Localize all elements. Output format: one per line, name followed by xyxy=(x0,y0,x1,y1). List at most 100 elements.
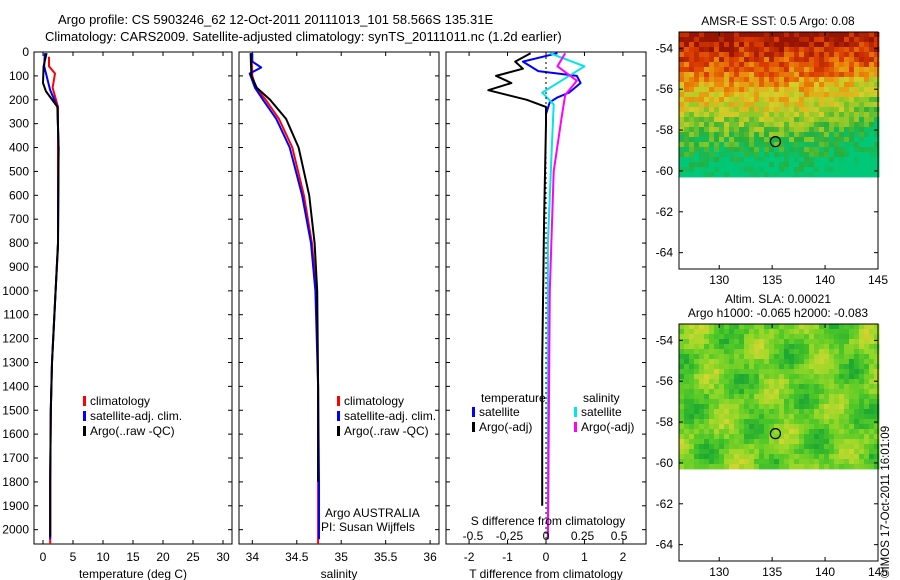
heatmap-cell xyxy=(754,344,760,350)
heatmap-cell xyxy=(829,82,835,88)
heatmap-cell xyxy=(859,339,865,345)
heatmap-cell xyxy=(774,459,780,465)
heatmap-cell xyxy=(874,414,880,420)
heatmap-cell xyxy=(709,132,715,138)
heatmap-cell xyxy=(804,157,810,163)
heatmap-cell xyxy=(839,419,845,425)
heatmap-cell xyxy=(814,62,820,68)
heatmap-cell xyxy=(754,444,760,450)
heatmap-cell xyxy=(724,464,730,470)
heatmap-cell xyxy=(754,62,760,68)
heatmap-cell xyxy=(729,364,735,370)
heatmap-cell xyxy=(874,102,880,108)
heatmap-cell xyxy=(834,334,840,340)
heatmap-cell xyxy=(684,82,690,88)
heatmap-cell xyxy=(759,37,765,43)
heatmap-cell xyxy=(679,359,685,365)
heatmap-cell xyxy=(689,137,695,143)
heatmap-cell xyxy=(769,429,775,435)
heatmap-cell xyxy=(714,32,720,38)
heatmap-cell xyxy=(719,107,725,113)
heatmap-cell xyxy=(759,172,765,178)
heatmap-cell xyxy=(844,329,850,335)
heatmap-cell xyxy=(834,162,840,168)
heatmap-cell xyxy=(789,147,795,153)
heatmap-cell xyxy=(689,127,695,133)
heatmap-cell xyxy=(864,414,870,420)
heatmap-cell xyxy=(774,329,780,335)
heatmap-cell xyxy=(709,127,715,133)
heatmap-cell xyxy=(874,112,880,118)
heatmap-cell xyxy=(779,172,785,178)
heatmap-cell xyxy=(779,157,785,163)
heatmap-cell xyxy=(864,399,870,405)
salinity-diff-tick-label: 0.25 xyxy=(571,529,595,543)
heatmap-cell xyxy=(829,117,835,123)
heatmap-cell xyxy=(709,112,715,118)
heatmap-cell xyxy=(734,454,740,460)
heatmap-cell xyxy=(804,364,810,370)
heatmap-cell xyxy=(724,334,730,340)
heatmap-cell xyxy=(724,384,730,390)
heatmap-cell xyxy=(824,97,830,103)
heatmap-cell xyxy=(834,62,840,68)
heatmap-cell xyxy=(804,72,810,78)
heatmap-cell xyxy=(714,364,720,370)
heatmap-cell xyxy=(714,324,720,330)
heatmap-cell xyxy=(744,374,750,380)
heatmap-cell xyxy=(769,354,775,360)
heatmap-cell xyxy=(694,414,700,420)
heatmap-cell xyxy=(789,102,795,108)
heatmap-cell xyxy=(719,354,725,360)
heatmap-cell xyxy=(819,464,825,470)
heatmap-cell xyxy=(774,62,780,68)
heatmap-cell xyxy=(779,82,785,88)
latitude-tick-label: -54 xyxy=(656,333,674,347)
heatmap-cell xyxy=(684,97,690,103)
heatmap-cell xyxy=(774,424,780,430)
heatmap-cell xyxy=(779,414,785,420)
heatmap-cell xyxy=(769,72,775,78)
heatmap-cell xyxy=(844,374,850,380)
heatmap-cell xyxy=(699,364,705,370)
heatmap-cell xyxy=(864,87,870,93)
heatmap-cell xyxy=(799,414,805,420)
heatmap-cell xyxy=(859,389,865,395)
heatmap-cell xyxy=(789,364,795,370)
heatmap-cell xyxy=(859,167,865,173)
heatmap-cell xyxy=(804,167,810,173)
legend-label: climatology xyxy=(90,394,150,408)
x-tick-label: 10 xyxy=(96,550,110,564)
heatmap-cell xyxy=(869,354,875,360)
heatmap-cell xyxy=(704,72,710,78)
heatmap-cell xyxy=(689,172,695,178)
heatmap-cell xyxy=(684,162,690,168)
heatmap-cell xyxy=(754,404,760,410)
heatmap-cell xyxy=(719,87,725,93)
heatmap-cell xyxy=(844,127,850,133)
heatmap-cell xyxy=(734,334,740,340)
heatmap-cell xyxy=(789,137,795,143)
heatmap-cell xyxy=(839,459,845,465)
heatmap-cell xyxy=(814,444,820,450)
heatmap-cell xyxy=(794,147,800,153)
heatmap-cell xyxy=(769,152,775,158)
heatmap-cell xyxy=(809,349,815,355)
heatmap-cell xyxy=(779,132,785,138)
heatmap-cell xyxy=(689,162,695,168)
heatmap-cell xyxy=(744,42,750,48)
heatmap-cell xyxy=(689,344,695,350)
heatmap-cell xyxy=(834,172,840,178)
heatmap-cell xyxy=(854,384,860,390)
heatmap-cell xyxy=(839,97,845,103)
heatmap-cell xyxy=(834,122,840,128)
heatmap-cell xyxy=(824,162,830,168)
heatmap-cell xyxy=(814,414,820,420)
heatmap-cell xyxy=(844,77,850,83)
heatmap-cell xyxy=(679,132,685,138)
heatmap-cell xyxy=(774,414,780,420)
heatmap-cell xyxy=(779,167,785,173)
heatmap-cell xyxy=(794,137,800,143)
heatmap-cell xyxy=(854,464,860,470)
longitude-tick-label: 145 xyxy=(868,273,888,287)
